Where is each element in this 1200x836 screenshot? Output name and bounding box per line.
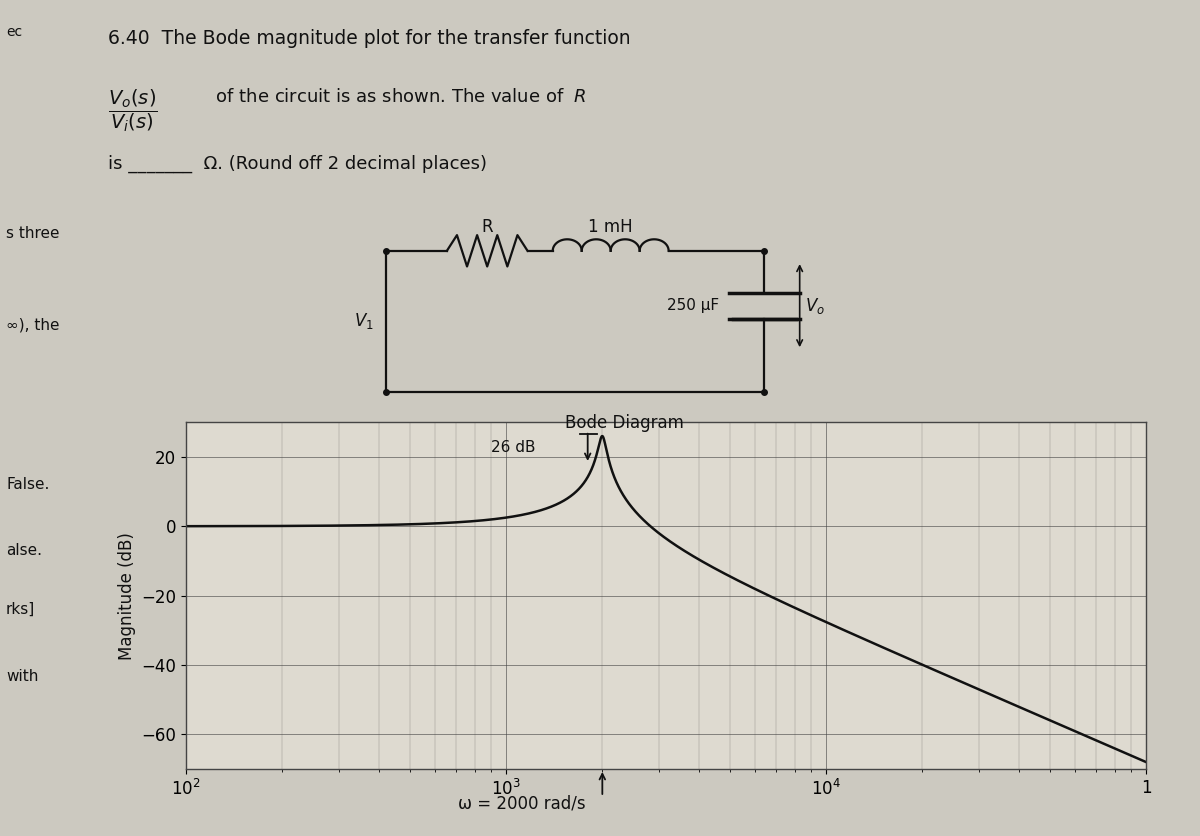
- Text: with: with: [6, 669, 38, 684]
- Text: False.: False.: [6, 477, 49, 492]
- Text: $V_o$: $V_o$: [805, 296, 824, 316]
- Text: is _______  Ω. (Round off 2 decimal places): is _______ Ω. (Round off 2 decimal place…: [108, 155, 487, 173]
- Text: rks]: rks]: [6, 602, 35, 617]
- Text: 1 mH: 1 mH: [588, 218, 632, 237]
- Text: alse.: alse.: [6, 543, 42, 558]
- Text: 6.40  The Bode magnitude plot for the transfer function: 6.40 The Bode magnitude plot for the tra…: [108, 29, 631, 48]
- Text: $V_1$: $V_1$: [354, 311, 373, 331]
- Text: ω = 2000 rad/s: ω = 2000 rad/s: [458, 794, 586, 813]
- Text: 250 µF: 250 µF: [667, 298, 719, 314]
- Text: R: R: [481, 218, 493, 237]
- Text: of the circuit is as shown. The value of  $R$: of the circuit is as shown. The value of…: [210, 88, 587, 106]
- Text: ec: ec: [6, 25, 22, 39]
- Text: ∞), the: ∞), the: [6, 318, 60, 333]
- Text: 26 dB: 26 dB: [491, 440, 536, 455]
- Y-axis label: Magnitude (dB): Magnitude (dB): [118, 532, 136, 660]
- Text: $\dfrac{V_o(s)}{V_i(s)}$: $\dfrac{V_o(s)}{V_i(s)}$: [108, 88, 157, 135]
- Text: s three: s three: [6, 226, 60, 241]
- Text: Bode Diagram: Bode Diagram: [564, 414, 684, 432]
